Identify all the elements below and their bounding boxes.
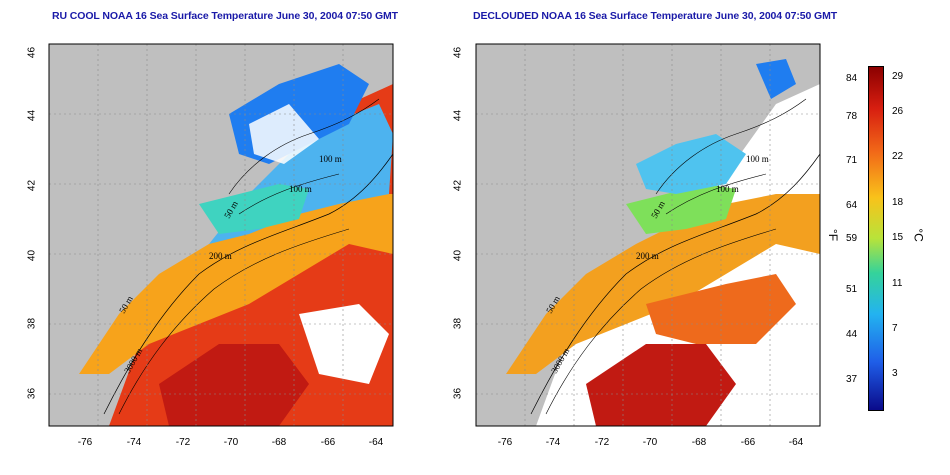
fahrenheit-unit-label: °F [826,228,841,242]
lon-tick-label: -74 [126,437,142,448]
isobath-200m [530,153,821,415]
fahrenheit-tick: 37 [846,374,858,385]
temperature-colorbar [868,66,884,411]
lon-tick-label: -68 [691,437,707,448]
celsius-tick: 7 [892,323,898,334]
gulf-stream-core [159,344,309,426]
fahrenheit-tick: 44 [846,329,858,340]
lat-tick-label: 36 [452,387,464,400]
map-frame [475,43,821,427]
cold-water-region [756,59,796,99]
lat-tick-label: 36 [26,387,38,400]
fahrenheit-tick: 84 [846,73,858,84]
lon-tick-label: -66 [740,437,756,448]
contour-label: 200 m [209,251,232,261]
lat-tick-label: 44 [26,109,38,122]
celsius-tick: 18 [892,197,904,208]
map-frame [48,43,394,427]
lon-tick-label: -70 [642,437,658,448]
lon-tick-label: -72 [594,437,610,448]
lat-tick-label: 40 [26,249,38,262]
contour-label: 100 m [289,184,312,194]
contour-label: 100 m [716,184,739,194]
right-panel-title: DECLOUDED NOAA 16 Sea Surface Temperatur… [473,10,838,22]
lat-tick-label: 46 [26,46,38,59]
gulf-stream-core [586,344,736,426]
lon-tick-label: -76 [497,437,513,448]
left-map-graphic: 100 m 100 m 50 m 200 m 50 m 3000 m [48,43,394,427]
lon-tick-label: -68 [271,437,287,448]
lon-tick-label: -70 [223,437,239,448]
cloud-patch [299,304,389,384]
isobath-50m [665,173,767,215]
graticule [476,44,820,426]
right-map-graphic: 100 m 100 m 50 m 200 m 50 m 3000 m [475,43,821,427]
fahrenheit-tick: 71 [846,155,858,166]
lon-tick-label: -74 [545,437,561,448]
shelf-water-region [199,184,309,234]
lat-tick-label: 40 [452,249,464,262]
shelf-water-region [626,184,736,234]
isobath-200m [103,153,394,415]
lat-tick-label: 46 [452,46,464,59]
celsius-tick: 26 [892,106,904,117]
fahrenheit-tick: 64 [846,200,858,211]
lon-tick-label: -72 [175,437,191,448]
lat-tick-label: 44 [452,109,464,122]
cool-water-region [636,134,746,194]
lat-tick-label: 42 [452,179,464,192]
lon-tick-label: -64 [788,437,804,448]
lat-tick-label: 42 [26,179,38,192]
contour-label: 200 m [636,251,659,261]
isobath-100m [655,98,807,195]
graticule [49,44,393,426]
lat-tick-label: 38 [452,317,464,330]
left-panel-title: RU COOL NOAA 16 Sea Surface Temperature … [52,10,398,22]
fahrenheit-tick: 78 [846,111,858,122]
left-sst-map: 100 m 100 m 50 m 200 m 50 m 3000 m [48,43,394,427]
isobath-3000m [118,228,350,415]
lon-tick-label: -66 [320,437,336,448]
celsius-tick: 3 [892,368,898,379]
right-sst-map: 100 m 100 m 50 m 200 m 50 m 3000 m [475,43,821,427]
celsius-tick: 29 [892,71,904,82]
lon-tick-label: -76 [77,437,93,448]
contour-label: 100 m [319,154,342,164]
contour-label: 100 m [746,154,769,164]
lat-tick-label: 38 [26,317,38,330]
isobath-50m [238,173,340,215]
celsius-unit-label: °C [911,228,926,242]
celsius-tick: 11 [892,278,903,289]
lon-tick-label: -64 [368,437,384,448]
celsius-tick: 15 [892,232,904,243]
fahrenheit-tick: 51 [846,284,858,295]
fahrenheit-tick: 59 [846,233,858,244]
celsius-tick: 22 [892,151,904,162]
isobath-100m [228,98,380,195]
mid-temp-band [506,194,820,374]
mid-temp-band [79,194,393,374]
isobath-3000m [545,228,777,415]
cloud-patch-north [249,104,319,164]
